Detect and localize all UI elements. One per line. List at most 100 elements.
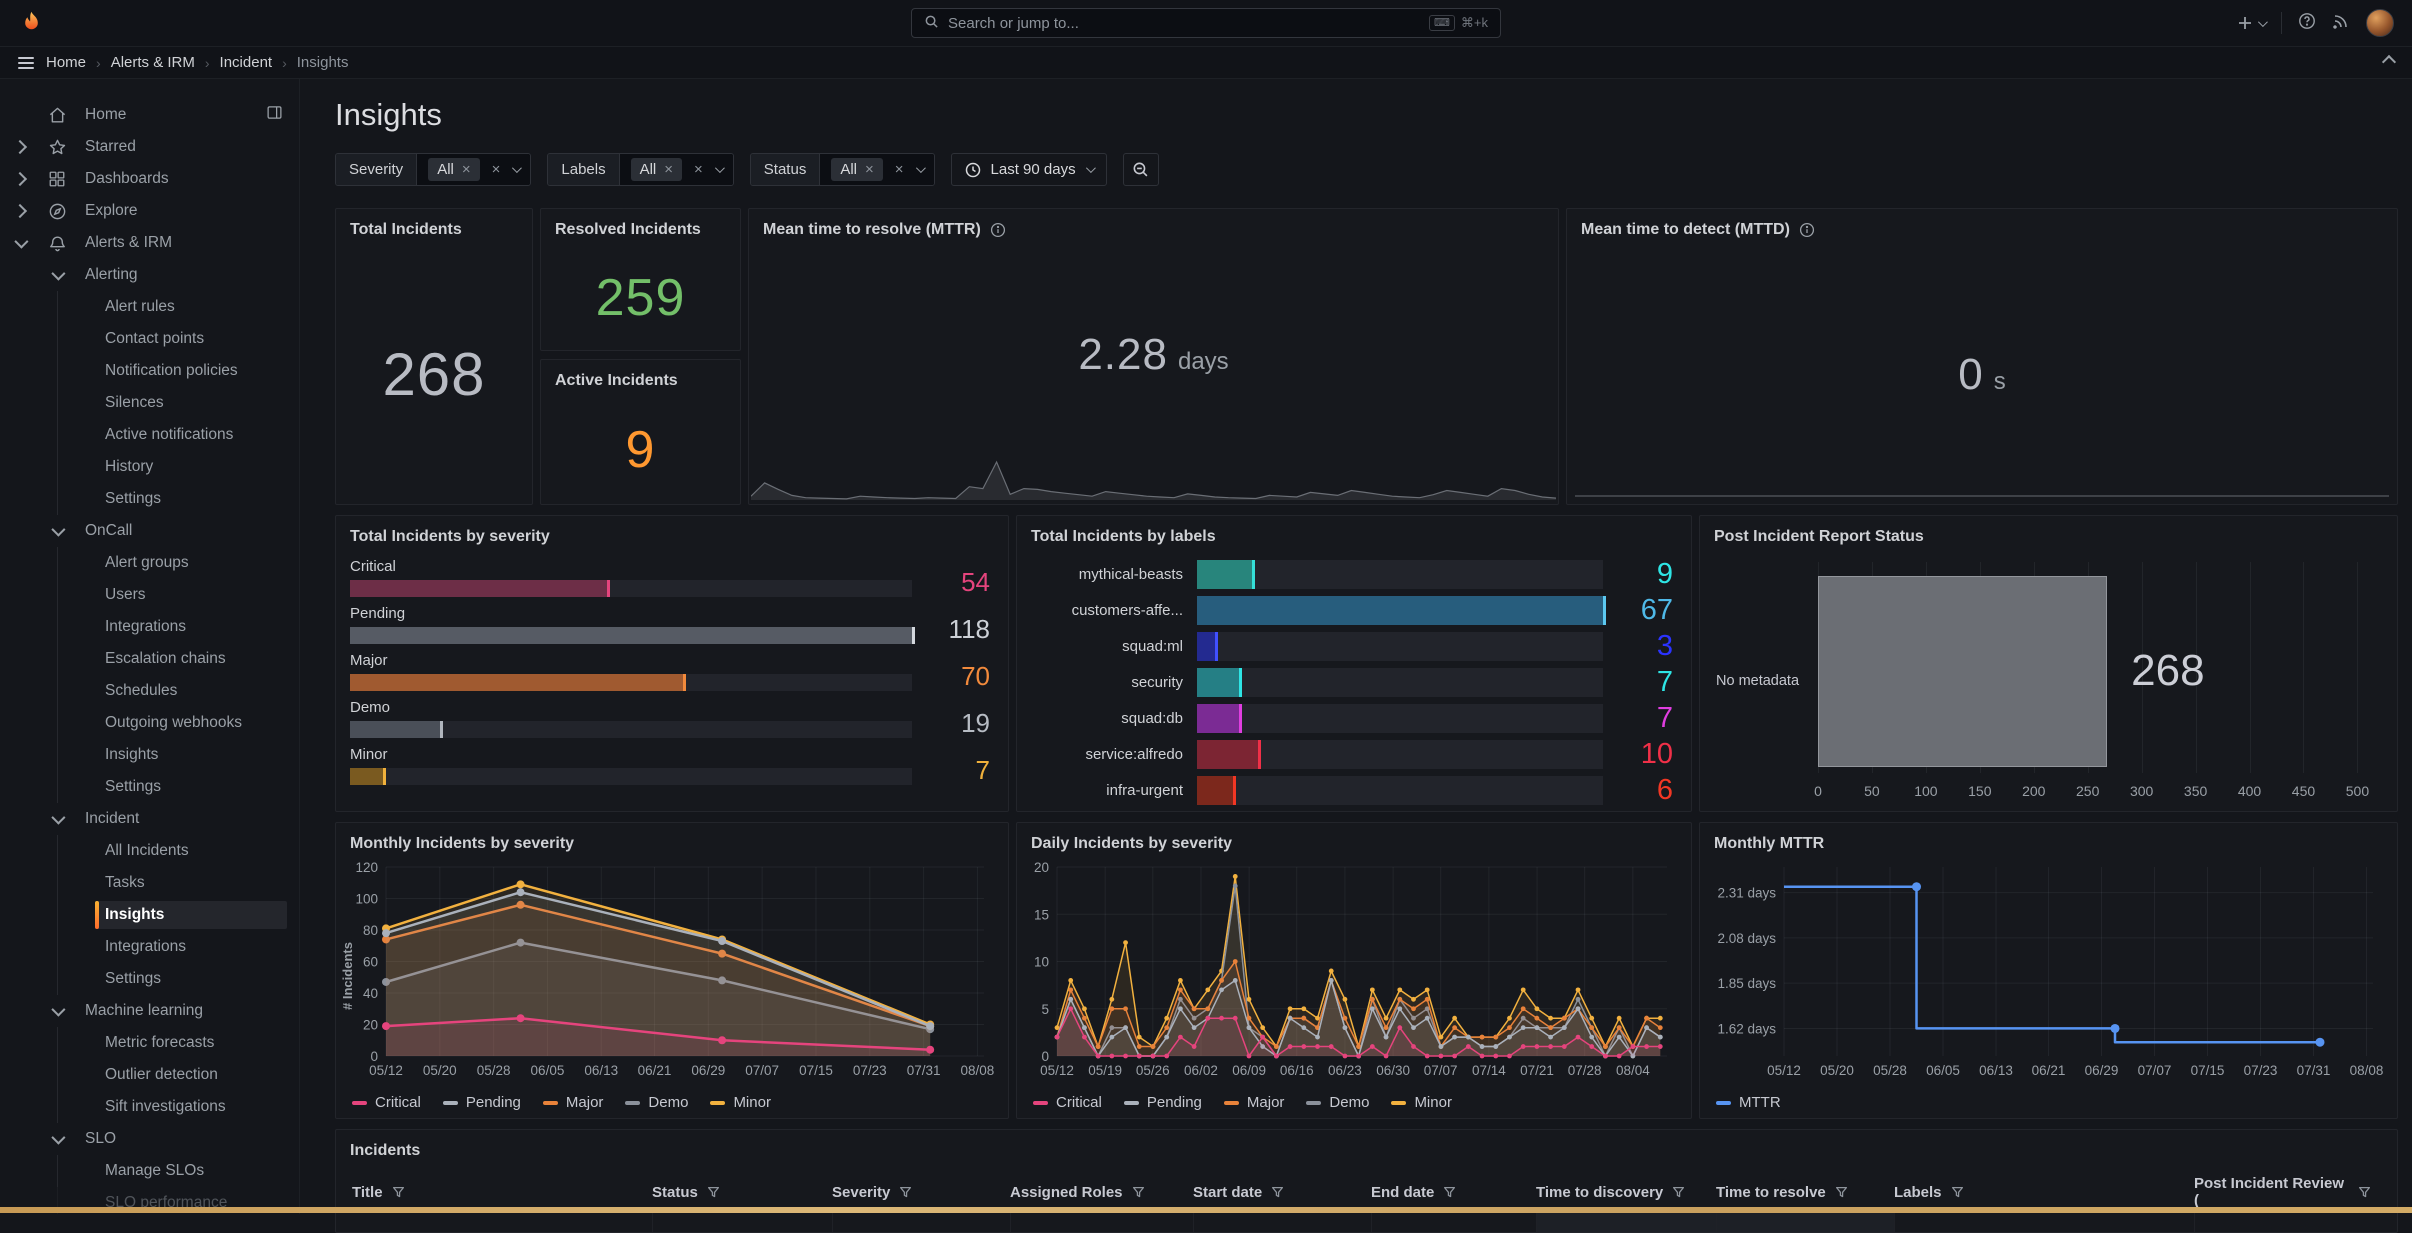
filter-funnel-icon[interactable] <box>1271 1186 1284 1199</box>
sidebar-item-all-incidents[interactable]: All Incidents <box>0 835 299 867</box>
sidebar-item-alerts-irm[interactable]: Alerts & IRM <box>0 227 299 259</box>
sidebar-item-outgoing-webhooks[interactable]: Outgoing webhooks <box>0 707 299 739</box>
table-header-title[interactable]: Title <box>352 1184 652 1201</box>
chevron-down-icon[interactable] <box>40 266 74 281</box>
filter-chip[interactable]: All × <box>428 158 480 181</box>
sidebar-item-oncall[interactable]: OnCall <box>0 515 299 547</box>
sidebar-item-schedules[interactable]: Schedules <box>0 675 299 707</box>
sidebar-item-settings[interactable]: Settings <box>0 771 299 803</box>
sidebar-item-alert-rules[interactable]: Alert rules <box>0 291 299 323</box>
sidebar-item-insights[interactable]: Insights <box>0 899 299 931</box>
time-range-picker[interactable]: Last 90 days <box>950 153 1107 186</box>
table-header-labels[interactable]: Labels <box>1894 1184 2194 1201</box>
breadcrumb-item-incident[interactable]: Incident <box>219 54 273 71</box>
legend-item-critical[interactable]: Critical <box>1033 1094 1102 1111</box>
menu-toggle-icon[interactable] <box>18 56 34 69</box>
legend-item-minor[interactable]: Minor <box>1391 1094 1452 1111</box>
legend-item-demo[interactable]: Demo <box>1306 1094 1369 1111</box>
breadcrumb-item-home[interactable]: Home <box>46 54 87 71</box>
sidebar-item-alert-groups[interactable]: Alert groups <box>0 547 299 579</box>
chevron-down-icon[interactable] <box>40 810 74 825</box>
zoom-out-button[interactable] <box>1122 153 1159 186</box>
sidebar-item-slo-performance[interactable]: SLO performance <box>0 1187 299 1214</box>
sidebar-item-history[interactable]: History <box>0 451 299 483</box>
dock-panel-icon[interactable] <box>266 104 283 126</box>
sidebar-item-insights[interactable]: Insights <box>0 739 299 771</box>
legend-item-critical[interactable]: Critical <box>352 1094 421 1111</box>
legend-item-demo[interactable]: Demo <box>625 1094 688 1111</box>
breadcrumb-item-insights[interactable]: Insights <box>296 54 349 71</box>
table-header-time-to-discovery[interactable]: Time to discovery <box>1536 1184 1716 1201</box>
filter-funnel-icon[interactable] <box>392 1186 405 1199</box>
filter-funnel-icon[interactable] <box>1835 1186 1848 1199</box>
grafana-logo-icon[interactable] <box>18 10 45 37</box>
sidebar-item-integrations[interactable]: Integrations <box>0 931 299 963</box>
legend-item-pending[interactable]: Pending <box>442 1094 521 1111</box>
clear-filter-icon[interactable]: × <box>894 161 904 178</box>
remove-chip-icon[interactable]: × <box>461 161 471 178</box>
table-header-end-date[interactable]: End date <box>1371 1184 1536 1201</box>
breadcrumb-item-alerts-irm[interactable]: Alerts & IRM <box>110 54 195 71</box>
chevron-right-icon[interactable] <box>12 139 28 155</box>
table-header-severity[interactable]: Severity <box>832 1184 1010 1201</box>
chevron-down-icon[interactable] <box>14 234 29 249</box>
chevron-down-icon[interactable] <box>714 163 725 174</box>
table-header-status[interactable]: Status <box>652 1184 832 1201</box>
legend-item-major[interactable]: Major <box>1223 1094 1284 1111</box>
filter-funnel-icon[interactable] <box>1132 1186 1145 1199</box>
table-header-start-date[interactable]: Start date <box>1193 1184 1371 1201</box>
sidebar-item-users[interactable]: Users <box>0 579 299 611</box>
chevron-down-icon[interactable] <box>512 163 523 174</box>
post-incident-chart[interactable]: No metadata 0 50 100 150 200 250 300 350 400 450 50… <box>1716 562 2379 799</box>
sidebar-item-metric-forecasts[interactable]: Metric forecasts <box>0 1027 299 1059</box>
info-icon[interactable] <box>990 222 1006 238</box>
sidebar-item-starred[interactable]: Starred <box>0 131 299 163</box>
create-new-button[interactable] <box>2237 15 2268 31</box>
remove-chip-icon[interactable]: × <box>865 161 874 178</box>
filter-value[interactable]: All × × <box>619 154 733 185</box>
sidebar-item-home[interactable]: Home <box>0 99 299 131</box>
sidebar-item-incident[interactable]: Incident <box>0 803 299 835</box>
help-icon[interactable] <box>2298 12 2316 35</box>
table-header-assigned-roles[interactable]: Assigned Roles <box>1010 1184 1193 1201</box>
table-header-post-incident-review[interactable]: Post Incident Review ( <box>2194 1175 2381 1209</box>
chevron-right-icon[interactable] <box>12 203 28 219</box>
filter-funnel-icon[interactable] <box>2358 1186 2371 1199</box>
sidebar-item-escalation-chains[interactable]: Escalation chains <box>0 643 299 675</box>
legend-item-pending[interactable]: Pending <box>1123 1094 1202 1111</box>
chevron-down-icon[interactable] <box>40 522 74 537</box>
sidebar-item-integrations[interactable]: Integrations <box>0 611 299 643</box>
filter-funnel-icon[interactable] <box>707 1186 720 1199</box>
collapse-controls-button[interactable] <box>2381 54 2397 72</box>
monthly-mttr-chart[interactable]: 2.31 days 2.08 days 1.85 days 1.62 days 05/1… <box>1708 859 2389 1080</box>
chevron-down-icon[interactable] <box>40 1130 74 1145</box>
filter-value[interactable]: All × × <box>417 154 531 185</box>
search-input[interactable]: Search or jump to... ⌨ ⌘+k <box>911 8 1501 38</box>
filter-chip[interactable]: All × <box>630 158 683 181</box>
legend-item-mttr[interactable]: MTTR <box>1716 1094 1781 1111</box>
table-header-time-to-resolve[interactable]: Time to resolve <box>1716 1184 1894 1201</box>
monthly-chart[interactable]: 0 20 40 60 80 100 120 05/12 05/20 05/28 06/05 06/13… <box>344 859 1000 1080</box>
sidebar-item-machine-learning[interactable]: Machine learning <box>0 995 299 1027</box>
sidebar-item-silences[interactable]: Silences <box>0 387 299 419</box>
sidebar-item-dashboards[interactable]: Dashboards <box>0 163 299 195</box>
info-icon[interactable] <box>1799 222 1815 238</box>
sidebar-item-outlier-detection[interactable]: Outlier detection <box>0 1059 299 1091</box>
chevron-down-icon[interactable] <box>915 163 926 174</box>
sidebar-item-settings[interactable]: Settings <box>0 963 299 995</box>
filter-funnel-icon[interactable] <box>1951 1186 1964 1199</box>
sidebar-item-active-notifications[interactable]: Active notifications <box>0 419 299 451</box>
avatar[interactable] <box>2366 9 2394 37</box>
chevron-down-icon[interactable] <box>40 1002 74 1017</box>
news-rss-icon[interactable] <box>2332 12 2350 35</box>
sidebar-item-explore[interactable]: Explore <box>0 195 299 227</box>
sidebar-item-alerting[interactable]: Alerting <box>0 259 299 291</box>
clear-filter-icon[interactable]: × <box>694 161 703 178</box>
sidebar-item-contact-points[interactable]: Contact points <box>0 323 299 355</box>
clear-filter-icon[interactable]: × <box>491 161 501 178</box>
filter-funnel-icon[interactable] <box>1672 1186 1685 1199</box>
filter-chip[interactable]: All × <box>831 158 883 181</box>
filter-value[interactable]: All × × <box>820 154 934 185</box>
sidebar-item-manage-slos[interactable]: Manage SLOs <box>0 1155 299 1187</box>
daily-chart[interactable]: 0 5 10 15 20 05/12 05/19 05/26 06/02 06/09 06/16 06… <box>1025 859 1683 1080</box>
